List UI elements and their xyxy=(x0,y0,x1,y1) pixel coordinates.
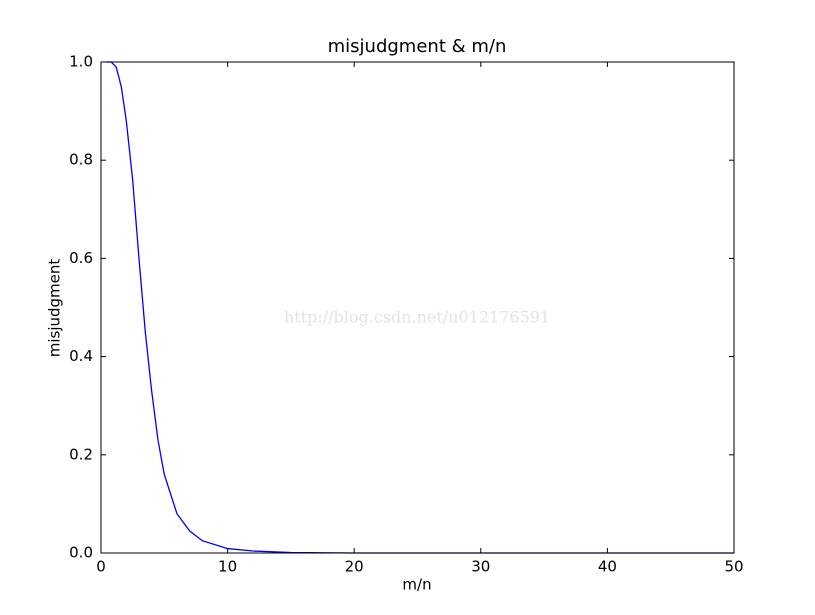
y-tick-label: 0.6 xyxy=(69,249,93,267)
chart-title: misjudgment & m/n xyxy=(328,36,507,57)
y-tick-label: 1.0 xyxy=(69,53,93,71)
x-tick-label: 20 xyxy=(345,558,364,576)
y-tick-label: 0.4 xyxy=(69,347,93,365)
y-tick-label: 0.8 xyxy=(69,151,93,169)
x-axis-label: m/n xyxy=(402,576,431,594)
watermark: http://blog.csdn.net/u012176591 xyxy=(284,308,550,327)
plot-frame xyxy=(100,61,735,554)
x-tick-label: 30 xyxy=(471,558,490,576)
y-tick-label: 0.0 xyxy=(69,544,93,562)
x-tick-label: 0 xyxy=(96,558,106,576)
y-axis-label: misjudgment xyxy=(46,259,64,358)
x-tick-label: 40 xyxy=(598,558,617,576)
y-tick-label: 0.2 xyxy=(69,445,93,463)
x-tick-label: 50 xyxy=(724,558,743,576)
x-tick-label: 10 xyxy=(218,558,237,576)
